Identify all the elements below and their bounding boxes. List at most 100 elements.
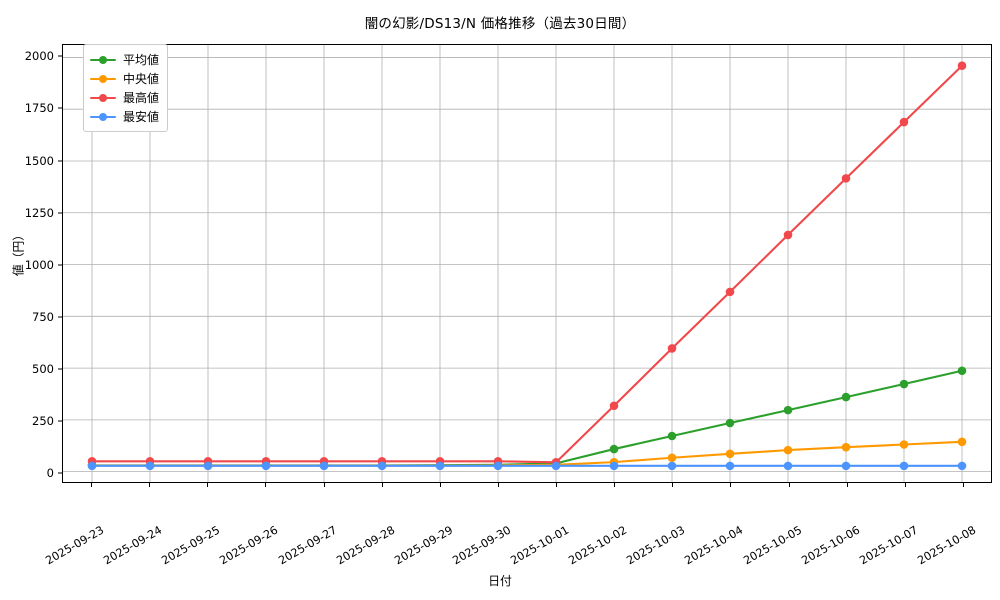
x-tick-mark [91,483,93,487]
x-tick-mark [846,483,848,487]
x-tick-mark [962,483,964,487]
x-tick-label: 2025-09-23 [43,523,107,568]
x-tick-label: 2025-10-06 [799,523,862,568]
data-point [435,461,445,471]
x-tick-label: 2025-10-04 [682,523,746,568]
y-tick-mark [58,316,62,318]
y-tick-mark [58,212,62,214]
x-tick-label: 2025-10-08 [915,523,979,568]
data-point [783,445,793,455]
x-tick-mark [323,483,325,487]
y-tick-label: 2000 [24,49,54,64]
y-tick-mark [58,264,62,266]
data-point [377,461,387,471]
data-point [667,431,677,441]
plot-area [62,44,992,483]
x-tick-mark [788,483,790,487]
data-point [957,437,967,447]
data-point [725,449,735,459]
x-tick-mark [207,483,209,487]
legend-item[interactable]: 最高値 [90,88,159,107]
data-point [841,442,851,452]
data-point [899,461,909,471]
legend-item[interactable]: 中央値 [90,69,159,88]
data-point [87,461,97,471]
y-axis-label: 値（円） [11,228,26,277]
x-tick-mark [614,483,616,487]
data-point [783,230,793,240]
x-tick-label: 2025-10-01 [508,523,572,568]
x-tick-mark [556,483,558,487]
y-tick-label: 1250 [24,205,54,220]
data-point [899,440,909,449]
data-point [319,461,329,471]
data-point [261,461,271,471]
data-point [957,61,967,70]
data-point [783,461,793,471]
data-point [609,444,619,454]
x-tick-label: 2025-10-03 [624,523,688,568]
x-tick-label: 2025-09-29 [392,523,456,568]
x-tick-label: 2025-10-05 [740,523,804,568]
data-point [609,461,619,471]
x-tick-label: 2025-10-07 [857,523,921,568]
x-tick-label: 2025-09-27 [275,523,339,568]
data-point [667,461,677,471]
data-point [203,461,213,471]
data-point [725,287,735,297]
x-tick-label: 2025-09-30 [450,523,514,568]
x-tick-label: 2025-10-02 [566,523,630,568]
x-tick-mark [672,483,674,487]
data-point [841,174,851,183]
x-tick-label: 2025-09-24 [101,523,165,568]
y-tick-label: 1000 [24,257,54,272]
data-point [725,418,735,428]
series-line [90,64,964,464]
data-point [667,344,677,353]
y-tick-mark [58,420,62,422]
legend-marker-icon [90,111,116,123]
legend-item[interactable]: 最安値 [90,107,159,126]
y-tick-mark [58,368,62,370]
series-lines [87,61,967,471]
data-point [609,401,619,411]
legend-marker-icon [90,92,116,104]
data-point [841,392,851,402]
data-point [899,379,909,389]
chart-title: 闇の幻影/DS13/N 価格推移（過去30日間） [364,16,636,32]
data-point [667,453,677,463]
x-tick-mark [381,483,383,487]
series-line [90,369,964,467]
data-point [725,461,735,471]
y-tick-mark [58,160,62,161]
x-tick-label: 2025-09-28 [334,523,397,568]
chart-legend: 平均値中央値最高値最安値 [83,44,169,132]
y-tick-label: 250 [32,413,54,428]
data-point [899,117,909,127]
y-tick-label: 0 [46,465,54,480]
y-tick-label: 1500 [24,153,54,168]
x-tick-mark [904,483,906,487]
legend-marker-icon [90,73,116,85]
x-axis-label: 日付 [488,574,512,588]
y-tick-mark [58,55,62,57]
y-tick-label: 750 [32,309,54,324]
data-point [957,461,967,471]
legend-label: 最高値 [123,91,160,105]
x-tick-label: 2025-09-25 [159,523,223,568]
x-tick-mark [730,483,732,487]
data-point [145,461,155,471]
grid-lines [63,45,991,482]
x-tick-mark [439,483,441,487]
legend-item[interactable]: 平均値 [90,50,159,69]
x-tick-label: 2025-09-26 [217,523,281,568]
data-point [783,405,793,415]
data-point [551,461,561,471]
legend-label: 平均値 [123,53,160,67]
y-tick-mark [58,107,62,109]
legend-marker-icon [90,54,116,66]
data-point [493,461,503,471]
x-tick-mark [497,483,499,487]
legend-label: 中央値 [123,72,160,86]
